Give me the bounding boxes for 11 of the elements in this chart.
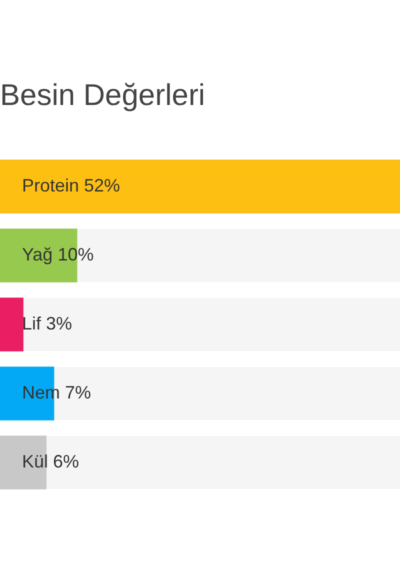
- data-label: 3%: [46, 313, 72, 334]
- bar: [0, 436, 46, 490]
- y-tick-label: Protein: [22, 175, 80, 196]
- y-tick-label: Yağ: [22, 244, 53, 264]
- y-tick-label: Kül: [22, 451, 48, 472]
- chart-title: Besin Değerleri: [0, 78, 206, 114]
- y-tick-label: Lif: [22, 313, 42, 334]
- data-label: 6%: [53, 451, 80, 472]
- data-label: 7%: [65, 382, 92, 402]
- bar: [0, 298, 24, 352]
- data-label: 52%: [84, 175, 120, 196]
